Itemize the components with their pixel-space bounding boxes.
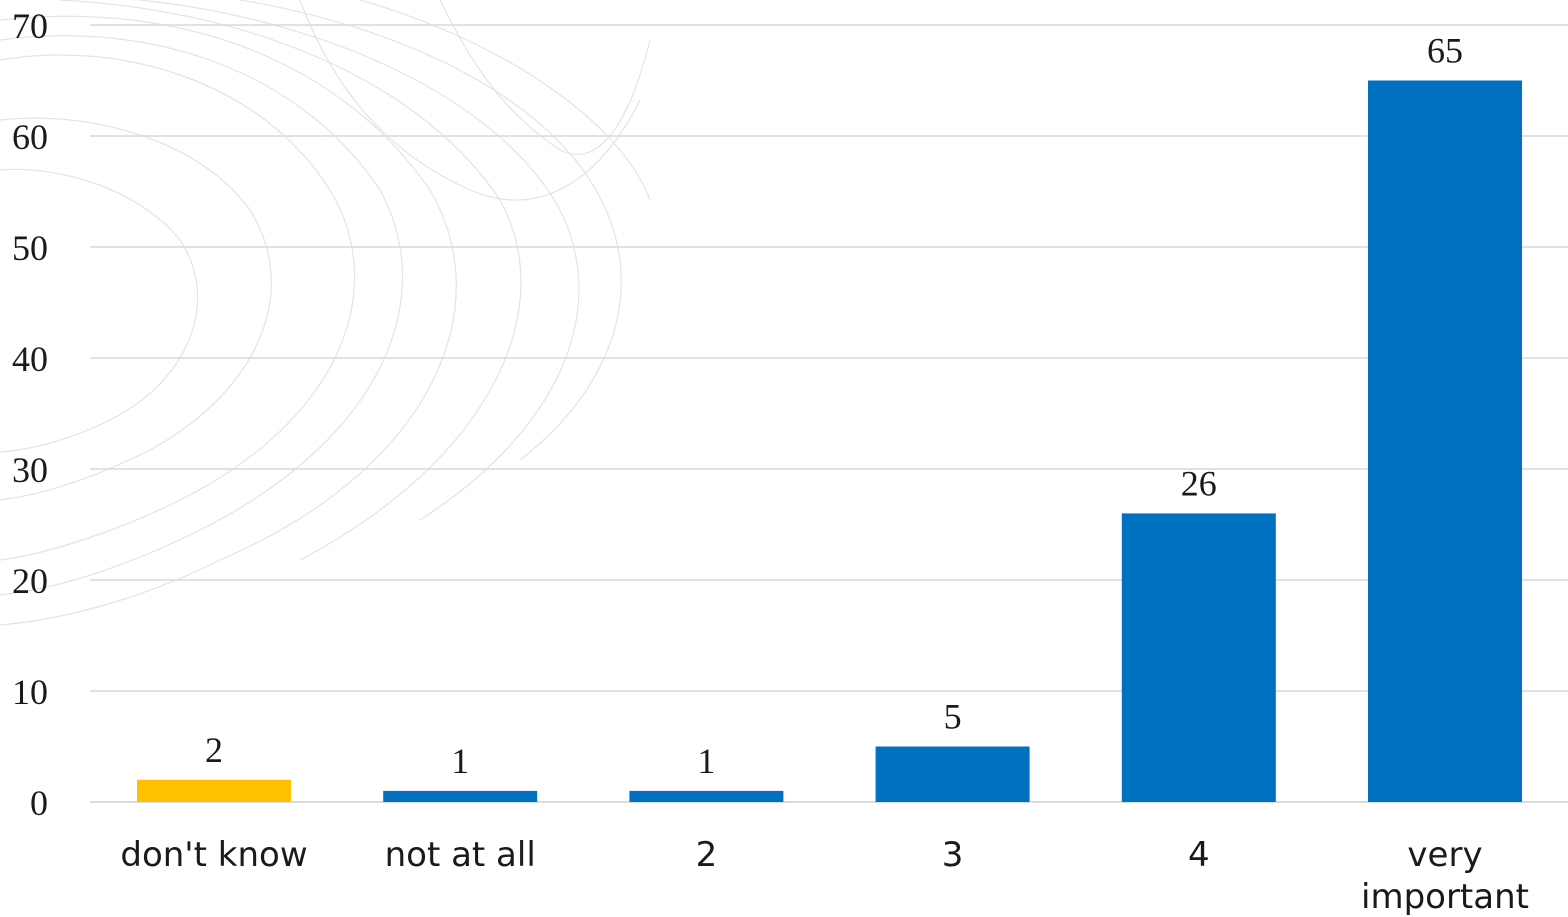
bar [629, 790, 784, 802]
x-category-label-line: important [1361, 877, 1529, 917]
bar-value-label: 5 [944, 697, 962, 737]
x-category-label: 4 [1188, 835, 1210, 875]
x-category-label: 3 [942, 835, 964, 875]
x-axis-category-labels: don't know not at all 2 3 4 very important [120, 835, 1529, 917]
bar-value-label: 26 [1181, 463, 1217, 503]
x-category-label: not at all [385, 835, 536, 875]
bar [875, 746, 1030, 802]
bar [1368, 80, 1522, 802]
y-tick-label: 60 [12, 117, 48, 157]
y-tick-label: 0 [30, 783, 48, 823]
y-axis-tick-labels: 0 10 20 30 40 50 60 70 [12, 6, 48, 823]
x-category-label-line: 4 [1188, 835, 1210, 875]
background-watermark [0, 0, 651, 626]
y-tick-label: 40 [12, 339, 48, 379]
bar-value-label: 1 [697, 741, 715, 781]
bar-value-label: 1 [451, 741, 469, 781]
y-tick-label: 30 [12, 450, 48, 490]
bar [1121, 513, 1276, 802]
y-tick-label: 50 [12, 228, 48, 268]
bar-value-label: 65 [1427, 31, 1463, 71]
gridlines [90, 24, 1568, 803]
x-category-label-line: not at all [385, 835, 536, 875]
x-category-label-line: 2 [696, 835, 718, 875]
x-category-label: very important [1361, 835, 1529, 917]
bar [137, 779, 291, 802]
bar [383, 790, 538, 802]
y-tick-label: 10 [12, 672, 48, 712]
x-category-label: don't know [120, 835, 307, 875]
y-tick-label: 70 [12, 6, 48, 46]
value-labels: 2 1 1 5 26 65 [205, 31, 1463, 781]
y-tick-label: 20 [12, 561, 48, 601]
x-category-label-line: don't know [120, 835, 307, 875]
bars [137, 80, 1522, 802]
bar-value-label: 2 [205, 730, 223, 770]
x-category-label-line: very [1407, 835, 1482, 875]
x-category-label: 2 [696, 835, 718, 875]
x-category-label-line: 3 [942, 835, 964, 875]
